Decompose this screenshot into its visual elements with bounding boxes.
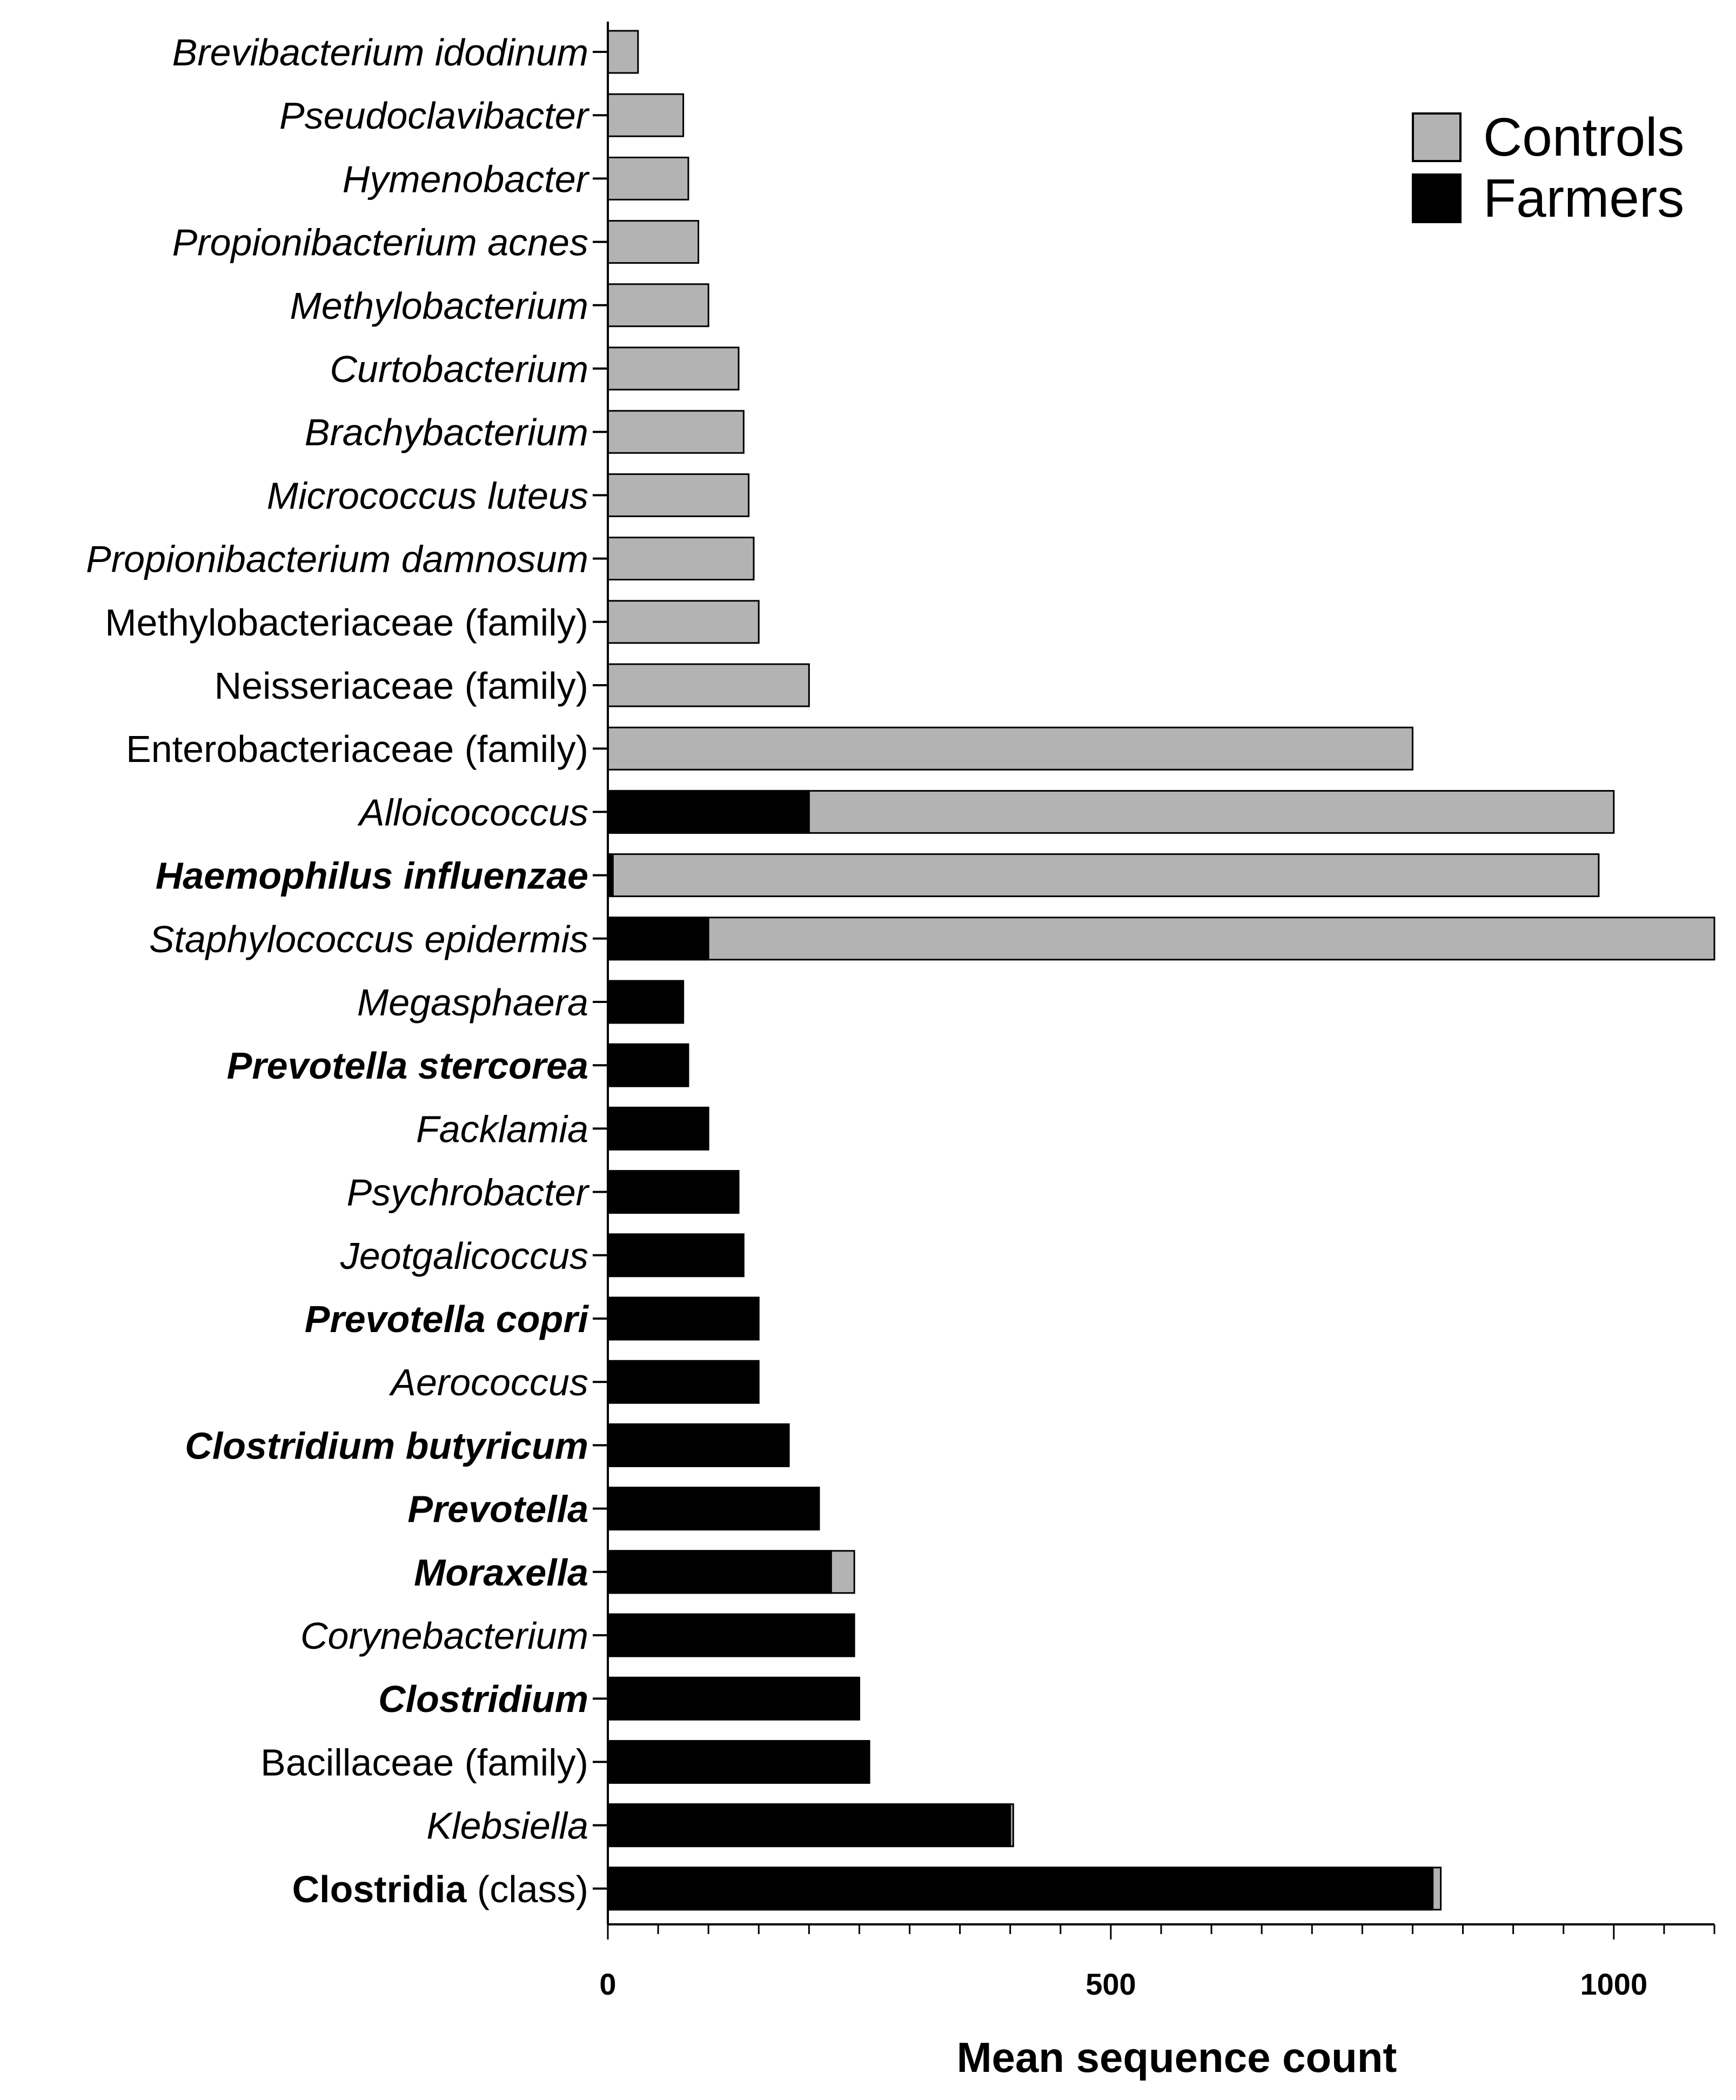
category-label-aerococcus: Aerococcus — [388, 1361, 588, 1403]
bar-farmers-clostridium-butyricum — [607, 1423, 790, 1467]
bar-farmers-alloicococcus — [607, 790, 810, 834]
legend: Controls Farmers — [1412, 107, 1684, 229]
bar-controls-curtobacterium — [607, 346, 740, 391]
bar-farmers-aerococcus — [607, 1360, 760, 1404]
x-tick-label: 500 — [1085, 1967, 1136, 2001]
bar-controls-methylobacteriaceae-family — [607, 600, 760, 644]
bar-controls-enterobacteriaceae-family — [607, 726, 1413, 771]
category-label-neisseriaceae-family: Neisseriaceae (family) — [215, 665, 588, 707]
x-tick-label: 1000 — [1580, 1967, 1648, 2001]
bar-controls-brachybacterium — [607, 410, 745, 454]
category-label-facklamia: Facklamia — [416, 1108, 588, 1150]
axes: 0 500 1000 — [593, 22, 1715, 2001]
bar-controls-propionibacterium-acnes — [607, 220, 700, 264]
bar-controls-hymenobacter — [607, 156, 689, 200]
category-label-clostridia-class: Clostridia (class) — [292, 1868, 588, 1910]
x-axis-title: Mean sequence count — [957, 2034, 1397, 2081]
bar-farmers-megasphaera — [607, 980, 685, 1024]
x-tick-label: 0 — [599, 1967, 616, 2001]
bar-controls-methylobacterium — [607, 283, 709, 327]
bar-controls-neisseriaceae-family — [607, 663, 810, 707]
category-label-brachybacterium: Brachybacterium — [305, 411, 588, 453]
category-label-moraxella: Moraxella — [414, 1551, 588, 1594]
category-label-bacillaceae-family: Bacillaceae (family) — [260, 1741, 588, 1783]
bar-farmers-staphylococcus-epidermis — [607, 917, 709, 961]
category-labels: Brevibacterium idodinum Pseudoclavibacter… — [86, 31, 590, 1910]
legend-label-farmers: Farmers — [1483, 168, 1684, 229]
category-label-alloicococcus: Alloicococcus — [357, 791, 588, 833]
bar-controls-micrococcus-luteus — [607, 473, 750, 517]
category-label-clostridium: Clostridium — [378, 1678, 588, 1720]
bar-controls-pseudoclavibacter — [607, 93, 685, 137]
category-label-propionibacterium-acnes: Propionibacterium acnes — [172, 222, 588, 264]
bar-controls-staphylococcus-epidermis — [607, 917, 1715, 961]
category-label-pseudoclavibacter: Pseudoclavibacter — [279, 95, 590, 137]
legend-swatch-farmers — [1412, 173, 1462, 223]
category-label-haemophilus-influenzae: Haemophilus influenzae — [156, 855, 588, 897]
category-label-staphylococcus-epidermis: Staphylococcus epidermis — [149, 918, 588, 960]
category-label-clostridium-butyricum: Clostridium butyricum — [185, 1424, 588, 1467]
category-label-jeotgalicoccus: Jeotgalicoccus — [340, 1235, 588, 1277]
bars-layer — [607, 30, 1715, 1911]
bar-farmers-prevotella-stercorea — [607, 1043, 689, 1087]
category-label-prevotella-copri: Prevotella copri — [305, 1298, 589, 1340]
category-label-enterobacteriaceae-family: Enterobacteriaceae (family) — [126, 728, 588, 770]
bar-farmers-bacillaceae-family — [607, 1740, 870, 1784]
bar-controls-haemophilus-influenzae — [607, 853, 1600, 898]
bar-farmers-clostridia-class — [607, 1867, 1434, 1911]
category-label-psychrobacter: Psychrobacter — [347, 1172, 590, 1214]
category-label-corynebacterium: Corynebacterium — [300, 1615, 588, 1657]
category-label-megasphaera: Megasphaera — [357, 981, 588, 1024]
bar-farmers-klebsiella — [607, 1803, 1011, 1848]
legend-label-controls: Controls — [1483, 107, 1684, 168]
category-label-klebsiella: Klebsiella — [426, 1805, 588, 1847]
category-label-brevibacterium-idodinum: Brevibacterium idodinum — [172, 31, 588, 73]
bar-farmers-corynebacterium — [607, 1613, 855, 1657]
category-label-methylobacterium: Methylobacterium — [290, 285, 588, 327]
bar-farmers-psychrobacter — [607, 1170, 740, 1214]
category-label-propionibacterium-damnosum: Propionibacterium damnosum — [86, 538, 588, 580]
bar-controls-brevibacterium-idodinum — [607, 30, 639, 74]
bar-farmers-moraxella — [607, 1550, 832, 1594]
bar-farmers-prevotella — [607, 1487, 820, 1531]
category-label-hymenobacter: Hymenobacter — [343, 158, 590, 200]
category-label-methylobacteriaceae-family: Methylobacteriaceae (family) — [105, 601, 588, 644]
bar-farmers-prevotella-copri — [607, 1296, 760, 1341]
bar-farmers-facklamia — [607, 1106, 709, 1151]
category-label-curtobacterium: Curtobacterium — [330, 348, 588, 390]
bar-farmers-jeotgalicoccus — [607, 1233, 745, 1278]
legend-swatch-controls — [1412, 112, 1462, 162]
bar-controls-propionibacterium-damnosum — [607, 537, 755, 581]
category-label-prevotella-stercorea: Prevotella stercorea — [227, 1045, 588, 1087]
category-label-micrococcus-luteus: Micrococcus luteus — [267, 474, 588, 517]
bar-farmers-clostridium — [607, 1676, 860, 1721]
category-label-prevotella: Prevotella — [407, 1488, 588, 1530]
